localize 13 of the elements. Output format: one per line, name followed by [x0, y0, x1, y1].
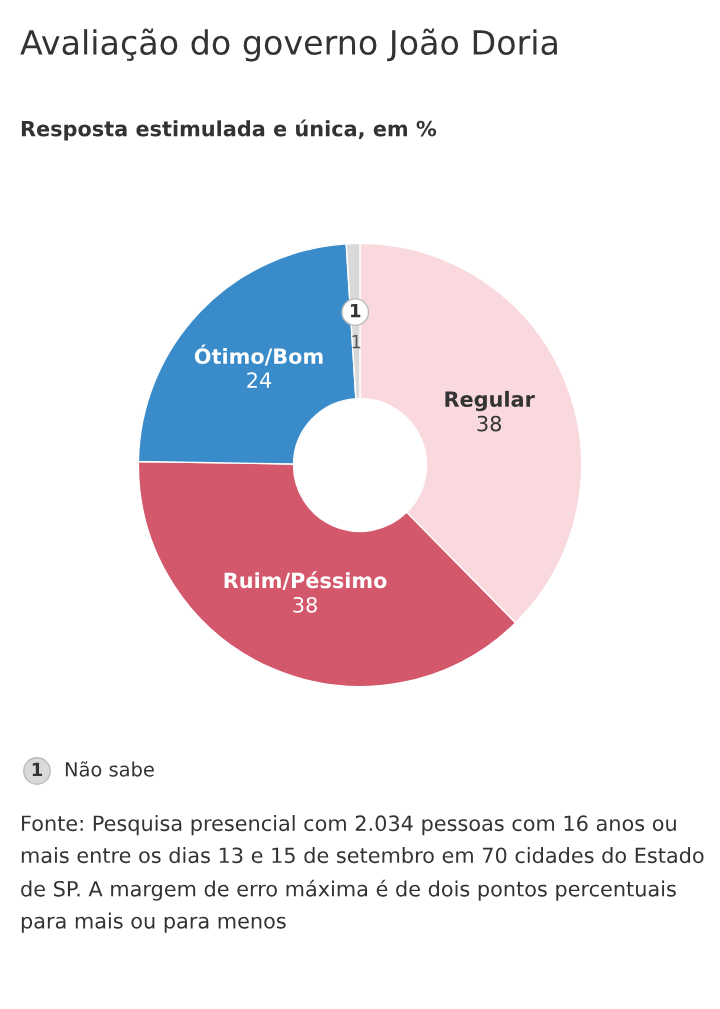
text: 1	[32, 762, 43, 776]
legend-label: Não sabe	[65, 761, 154, 777]
slice-label: Ruim/Péssimo	[224, 571, 387, 590]
chart-subtitle: Resposta estimulada e única, em %	[21, 119, 437, 141]
source-note: Fonte: Pesquisa presencial com 2.034 pessoas com 16 anos ou mais entre os dias 13 e 15 de setembro em 70 cidades do Estado de SP. A margem de erro máxima é de dois pontos percentuais para mais ou para menos	[21, 815, 704, 933]
data-label: 38	[293, 596, 317, 613]
data-label: 24	[247, 372, 272, 388]
slice-label: Ótimo/Bom	[194, 344, 323, 366]
data-label: 38	[477, 415, 502, 432]
data-label: 1	[351, 303, 361, 318]
slice-label: Regular	[445, 390, 535, 412]
chart-title: Avaliação do governo João Doria	[20, 28, 557, 62]
text: 1	[352, 335, 361, 349]
